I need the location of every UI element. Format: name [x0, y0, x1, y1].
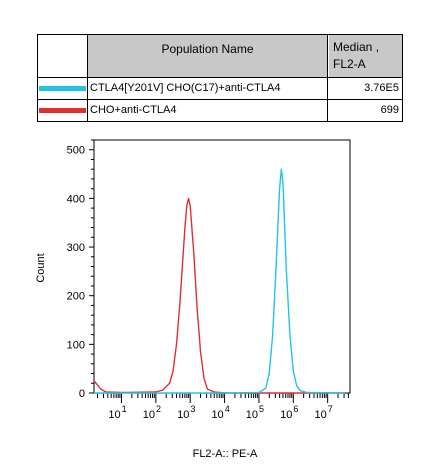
x-tick-label: 105 [246, 404, 264, 421]
median-header: Median , FL2-A [329, 35, 402, 77]
legend-population-name: CHO+anti-CTLA4 [88, 100, 328, 121]
median-header-line2: FL2-A [333, 57, 366, 71]
plot-border [93, 139, 351, 394]
population-name-header: Population Name [88, 35, 328, 77]
x-tick-label: 103 [177, 404, 195, 421]
series-group [93, 168, 345, 394]
x-tick-label: 107 [315, 404, 333, 421]
population-name-header-label: Population Name [161, 42, 254, 56]
legend-swatch-cell [38, 100, 88, 121]
median-header-line1: Median , [333, 40, 380, 54]
legend-header-row: Population Name Median , FL2-A [38, 35, 402, 78]
x-tick-label: 104 [211, 404, 229, 421]
y-tick-label: 300 [67, 242, 85, 254]
y-tick-label: 0 [79, 388, 85, 400]
y-axis-label: Count [35, 253, 47, 282]
legend-swatch-cyan [39, 86, 86, 91]
plot-area [93, 139, 351, 394]
x-axis-label: FL2-A:: PE-A [193, 448, 258, 460]
y-axis: 0 100 200 300 400 500 [67, 139, 94, 400]
y-tick-label: 500 [67, 145, 85, 157]
x-tick-label: 106 [280, 404, 298, 421]
legend-population-name: CTLA4[Y201V] CHO(C17)+anti-CTLA4 [88, 78, 328, 99]
series-line-cho [93, 197, 345, 394]
legend-median-value: 699 [380, 104, 399, 116]
legend-table: Population Name Median , FL2-A CTLA4[Y20… [37, 34, 403, 122]
legend-swatch-header [38, 35, 88, 77]
x-tick-label: 101 [108, 404, 126, 421]
x-axis: 101 102 103 104 105 106 107 [96, 393, 349, 421]
y-tick-label: 100 [67, 339, 85, 351]
x-tick-label: 102 [143, 404, 161, 421]
legend-row: CTLA4[Y201V] CHO(C17)+anti-CTLA4 3.76E5 [38, 78, 402, 100]
histogram-chart: 0 100 200 300 400 500 101 102 103 104 105 106 107 C… [35, 139, 351, 460]
y-tick-label: 200 [67, 291, 85, 303]
series-line-ctla4-y201v [94, 168, 345, 394]
legend-row: CHO+anti-CTLA4 699 [38, 100, 402, 121]
y-tick-label: 400 [67, 193, 85, 205]
legend-swatch-cell [38, 78, 88, 99]
legend-median-value: 3.76E5 [364, 82, 399, 94]
legend-swatch-red [39, 108, 86, 113]
